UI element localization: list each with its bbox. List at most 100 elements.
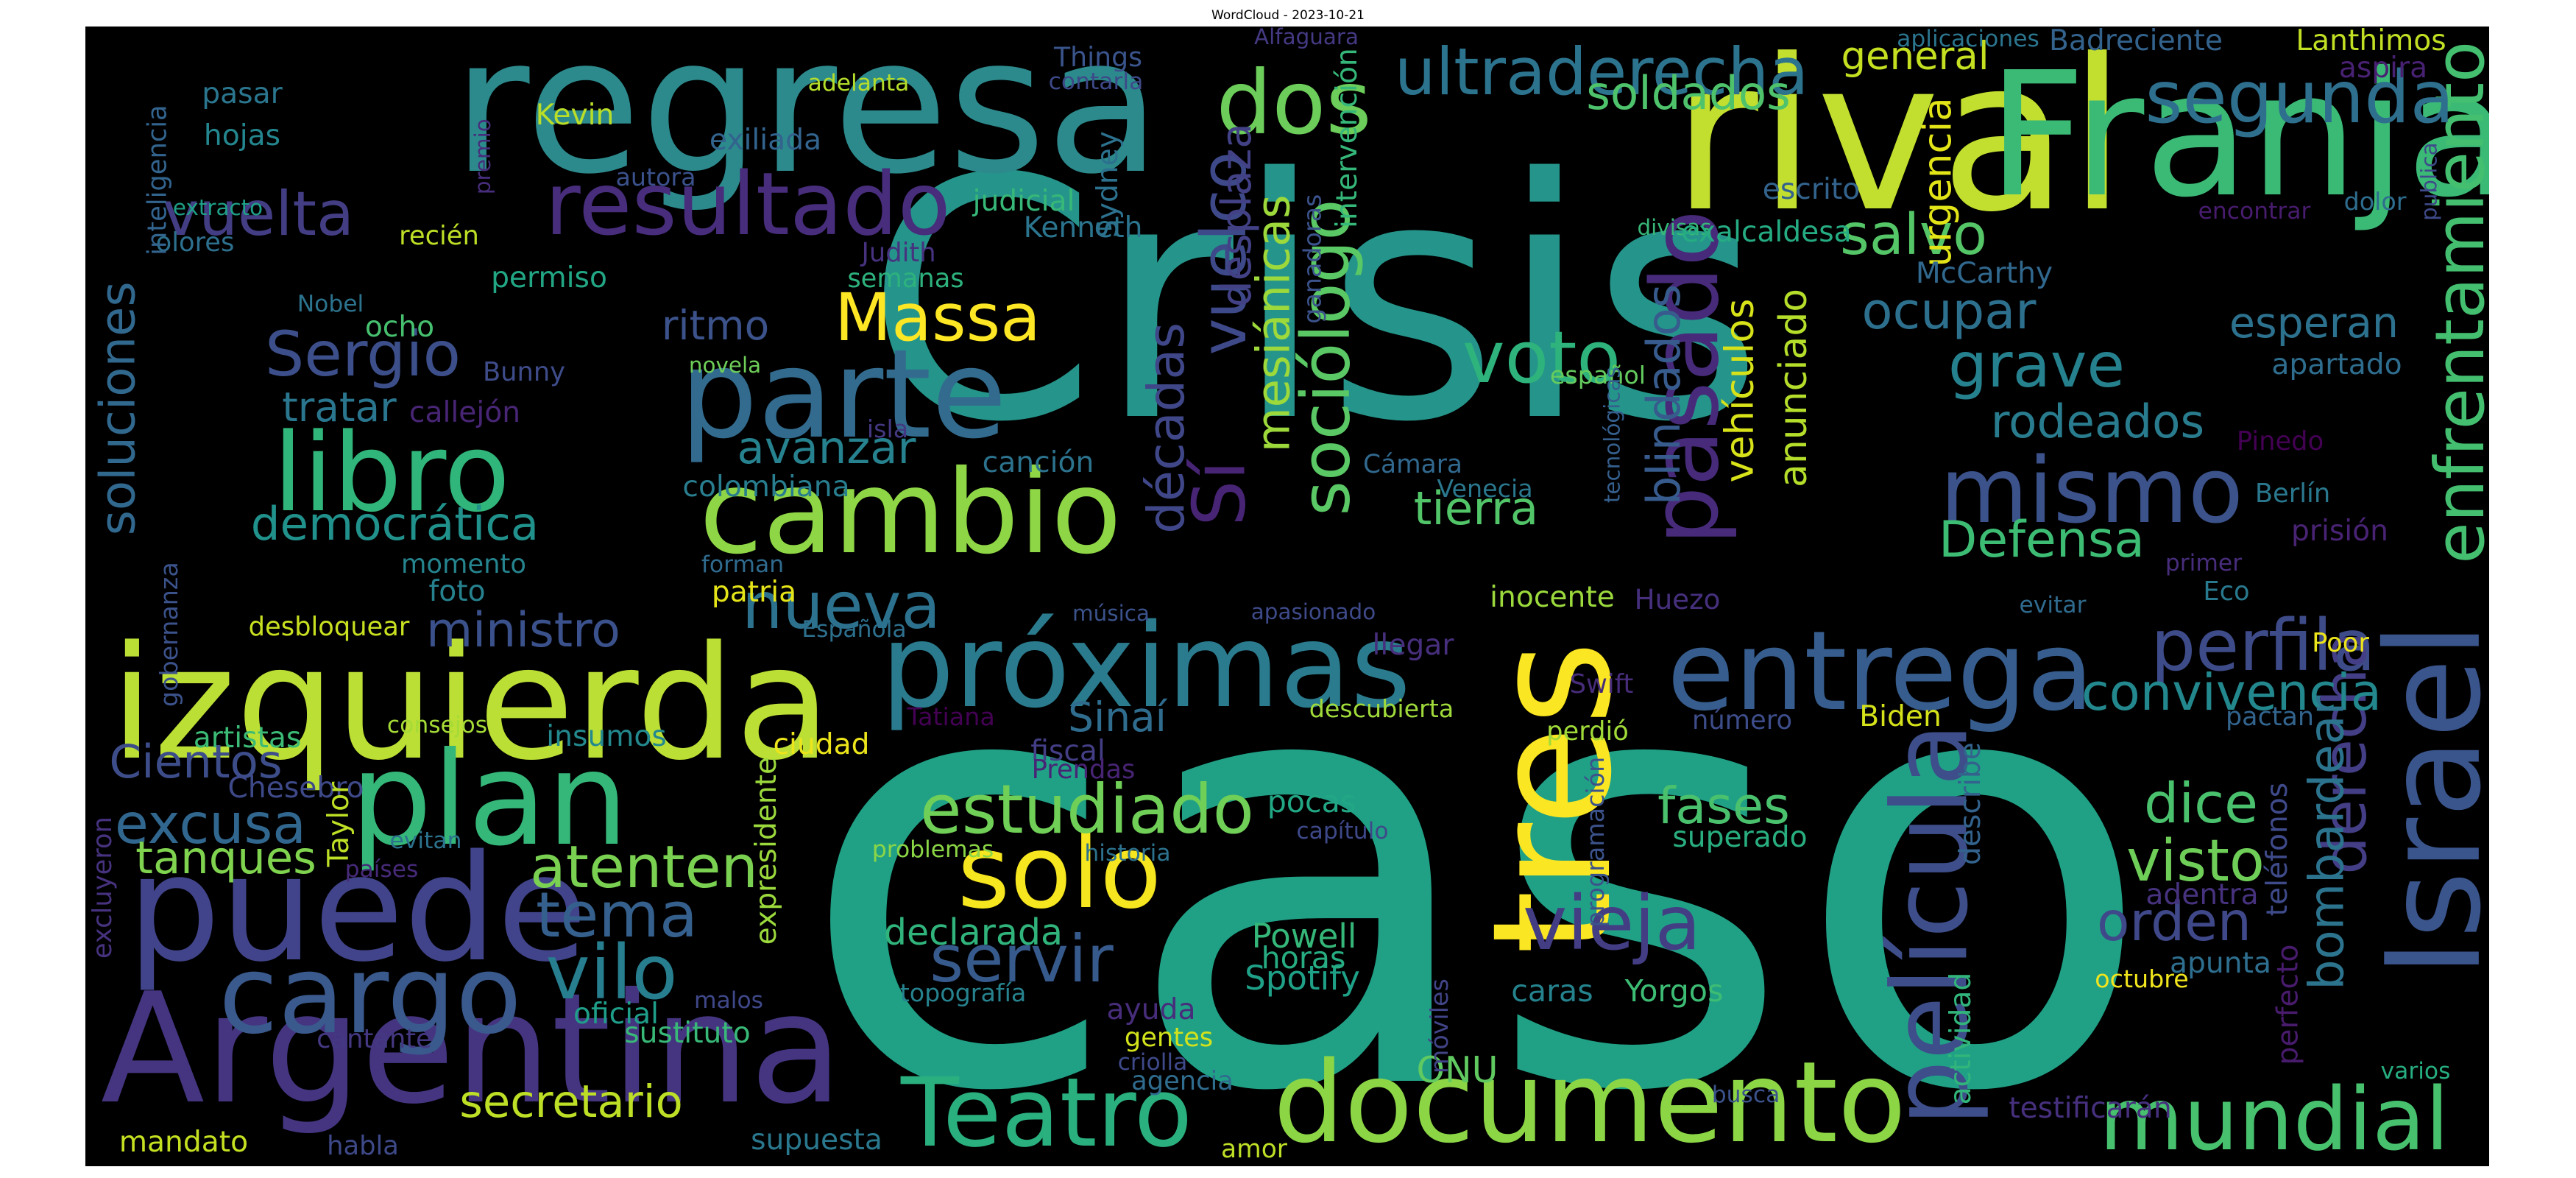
word-caras: caras [1511,973,1593,1009]
word-artistas: artistas [193,722,302,755]
word-excluyeron: excluyeron [88,817,118,959]
word-patria: patria [711,576,797,610]
word-sinai: Sinaí [1068,693,1167,741]
word-tatiana: Tatiana [907,702,995,732]
word-capitulo: capítulo [1296,818,1389,845]
word-problemas: problemas [871,836,994,864]
word-soldados: soldados [1586,66,1791,120]
word-taylor: Taylor [322,782,356,867]
word-mandato: mandato [118,1126,249,1160]
word-desplaza: desplaza [1212,122,1261,307]
word-documento: documento [1273,1037,1906,1166]
word-ayuda: ayuda [1106,993,1196,1027]
word-esperan: esperan [2229,298,2399,348]
word-contarla: contarla [1048,68,1144,96]
word-excusa: excusa [115,791,306,856]
word-massa: Massa [835,280,1041,357]
word-pactan: pactan [2226,702,2314,732]
word-libro: libro [272,409,511,536]
word-sustituto: sustituto [624,1017,751,1051]
word-malos: malos [693,987,763,1015]
word-decadas: décadas [1136,322,1196,534]
word-colombiana: colombiana [682,470,850,504]
word-fiscal: fiscal [1030,735,1105,769]
word-segunda: segunda [2145,56,2455,140]
word-solo: solo [957,814,1162,932]
word-dolor: dolor [2343,187,2407,216]
word-cargo: cargo [218,931,522,1058]
word-perfecto: perfecto [2271,945,2305,1065]
word-argentina: Argentina [100,960,843,1138]
word-agencia: agencia [1131,1066,1234,1097]
word-rival: rival [1671,27,2127,258]
word-evitar: evitar [2019,592,2087,619]
word-llegar: llegar [1372,629,1454,663]
word-tecnologicas: tecnológicas [1599,367,1625,504]
word-things: Things [1054,40,1142,73]
word-vehiculos: vehículos [1716,299,1763,483]
word-foto: foto [428,575,486,609]
word-autora: autora [615,163,696,192]
word-describe: describe [1953,742,1987,866]
word-convivencia: convivencia [2081,663,2382,722]
word-inocente: inocente [1490,581,1615,615]
word-varios: varios [2380,1058,2451,1085]
word-mundial: mundial [2099,1069,2449,1166]
word-berlin: Berlín [2254,479,2331,509]
word-plan: plan [350,725,629,875]
word-ciudad: ciudad [773,728,870,762]
word-cantante: cantante [316,1024,432,1055]
word-tratar: tratar [282,383,397,431]
word-evitan: evitan [389,828,462,855]
word-mccarthy: McCarthy [1915,257,2053,291]
word-adentra: adentra [2145,878,2259,912]
word-espanola: Española [802,616,907,643]
word-estudiado: estudiado [920,769,1254,849]
word-entrega: entrega [1667,607,2094,736]
word-aspira: aspira [2338,52,2428,85]
word-judith: Judith [861,238,936,269]
word-consejos: consejos [386,712,488,739]
word-voto: voto [1462,316,1621,400]
word-franja: Franja [1987,36,2489,236]
word-venecia: Venecia [1437,474,1533,504]
wordcloud-title: WordCloud - 2023-10-21 [1211,8,1365,23]
word-programacion: programación [1581,757,1610,928]
word-olores: olores [155,228,235,258]
word-poor: Poor [2312,628,2369,659]
word-spotify: Spotify [1245,959,1360,998]
word-gentes: gentes [1124,1023,1214,1054]
word-inteligencia: inteligencia [142,105,173,256]
word-badreciente: Badreciente [2049,27,2223,58]
word-pasar: pasar [202,77,283,111]
word-primer: primer [2165,550,2243,577]
word-ocupar: ocupar [1861,281,2037,341]
word-dice: dice [2144,771,2258,836]
word-secretario: secretario [459,1076,683,1128]
word-exalcaldesa: exalcaldesa [1681,216,1852,250]
word-vuelta: vuelta [162,177,355,250]
word-apasionado: apasionado [1250,599,1376,625]
word-intervencion: intervención [1330,48,1364,229]
word-sydney: Sydney [1091,131,1125,239]
word-puede: puede [127,824,587,995]
word-forman: forman [701,551,785,579]
word-kevin: Kevin [535,99,615,133]
word-momento: momento [401,549,526,580]
word-oficial: oficial [573,998,659,1031]
word-teatro: Teatro [900,1057,1193,1166]
word-vilo: vilo [545,929,678,1017]
word-bunny: Bunny [482,357,566,388]
word-bombardear: bombardear [2299,695,2355,990]
word-alfaguara: Alfaguara [1253,27,1359,50]
word-prision: prisión [2291,515,2388,549]
word-lanthimos: Lanthimos [2296,27,2446,58]
word-visto: visto [2126,827,2265,895]
word-cambio: cambio [698,444,1122,579]
word-ocho: ocho [364,311,435,345]
word-urgencia: urgencia [1915,96,1961,267]
word-apartado: apartado [2271,348,2402,382]
word-tierra: tierra [1413,481,1539,535]
word-tema: tema [536,878,698,951]
word-declarada: declarada [883,911,1064,953]
